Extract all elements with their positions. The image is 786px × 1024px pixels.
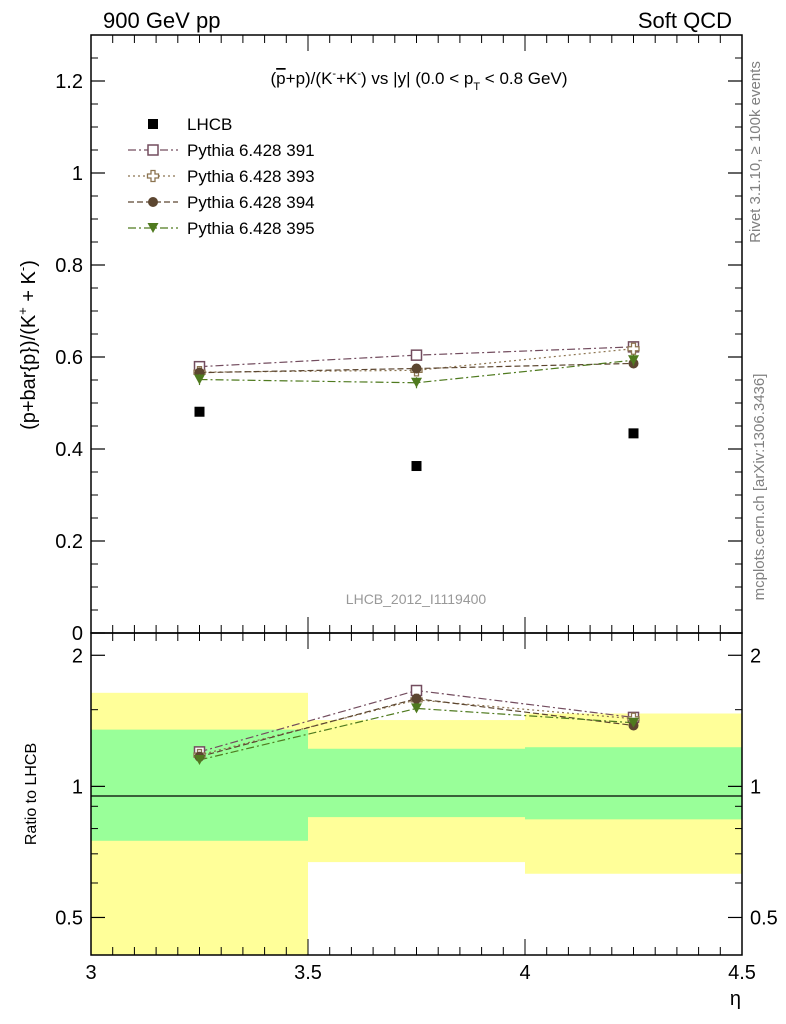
title-sup2: - <box>357 68 361 80</box>
ylabel-s2: - <box>15 267 30 271</box>
main-point-4 <box>628 355 639 366</box>
legend-label: Pythia 6.428 395 <box>187 219 315 238</box>
ratio-bands <box>91 692 742 955</box>
ratio-ytick-label-right: 0.5 <box>750 907 778 929</box>
ratio-frame <box>90 632 743 956</box>
legend: LHCB Pythia 6.428 391 Pythia 6.428 393 Pyth… <box>128 115 315 238</box>
ylabel-b: + K <box>18 270 40 307</box>
main-point-2 <box>627 342 640 355</box>
main-point-1 <box>410 349 423 361</box>
ratio-series-line-2 <box>199 698 634 758</box>
legend-item: LHCB <box>148 115 232 134</box>
legend-item: Pythia 6.428 393 <box>128 167 315 186</box>
legend-label: Pythia 6.428 393 <box>187 167 315 186</box>
ratio-ylabel: Ratio to LHCB <box>23 743 40 845</box>
ratio-point-3 <box>194 754 205 765</box>
legend-marker <box>147 144 159 156</box>
legend-marker <box>147 223 159 233</box>
ratio-ytick-label-right: 2 <box>750 645 761 667</box>
legend-item: Pythia 6.428 394 <box>128 193 315 212</box>
ratio-ytick-label-right: 1 <box>750 776 761 798</box>
main-ytick-label: 0.8 <box>55 255 83 277</box>
rivet-label: Rivet 3.1.10, ≥ 100k events <box>747 61 764 243</box>
title-end: < 0.8 GeV) <box>480 69 567 88</box>
legend-marker <box>148 197 158 207</box>
header-left: 900 GeV pp <box>103 8 220 33</box>
main-point-0 <box>411 461 422 472</box>
main-ytick-label: 0.4 <box>55 439 83 461</box>
ratio-ytick-label: 1 <box>72 776 83 798</box>
main-ylabel: (p+bar{p})/(K+ + K-) <box>15 260 40 430</box>
main-title: (p+p)/(K-+K-) vs |y| (0.0 < pT < 0.8 GeV… <box>271 68 568 93</box>
ratio-ytick-label: 2 <box>72 645 83 667</box>
ylabel-c: ) <box>18 260 40 267</box>
ylabel-a: (p+bar{p})/(K <box>18 314 40 430</box>
band-inner-1 <box>308 748 525 818</box>
band-inner-2 <box>525 747 742 820</box>
ratio-point-3 <box>411 703 422 714</box>
analysis-watermark: LHCB_2012_I1119400 <box>346 591 487 607</box>
main-point-0 <box>628 428 639 439</box>
ratio-xtick-label: 4.5 <box>728 962 756 984</box>
header-right: Soft QCD <box>638 8 732 33</box>
legend-label: Pythia 6.428 391 <box>187 141 315 160</box>
title-post: ) vs |y| (0.0 < p <box>361 69 473 88</box>
main-ytick-label: 1 <box>72 163 83 185</box>
ratio-xtick-label: 3.5 <box>294 962 322 984</box>
ratio-series-line-3 <box>199 707 634 761</box>
ratio-point-3 <box>628 717 639 728</box>
title-sup1: - <box>332 68 336 80</box>
main-ytick-label: 0 <box>72 623 83 645</box>
main-series <box>193 341 640 472</box>
main-ytick-label: 1.2 <box>55 71 83 93</box>
legend-marker <box>148 119 158 129</box>
legend-item: Pythia 6.428 395 <box>128 219 315 238</box>
legend-label: LHCB <box>187 115 232 134</box>
ratio-series <box>193 684 640 765</box>
legend-item: Pythia 6.428 391 <box>128 141 315 160</box>
ratio-point-2 <box>411 693 422 704</box>
x-axis-label: η <box>730 988 741 1010</box>
main-axes: 0 0.2 0.4 0.6 0.8 1 1.2 <box>55 34 743 645</box>
legend-marker <box>146 169 160 183</box>
mcplots-label: mcplots.cern.ch [arXiv:1306.3436] <box>751 374 768 601</box>
title-mid: +p)/(K <box>286 69 333 88</box>
title-pre: ( <box>271 69 277 88</box>
ratio-xtick-label: 4 <box>519 962 530 984</box>
main-ytick-label: 0.6 <box>55 347 83 369</box>
title-sub: T <box>473 81 480 93</box>
main-point-3 <box>411 363 422 374</box>
main-ytick-label: 0.2 <box>55 531 83 553</box>
title-pbar: p <box>276 69 285 88</box>
title-mid2: +K <box>336 69 358 88</box>
main-point-4 <box>411 377 422 388</box>
main-point-0 <box>194 406 205 417</box>
main-point-4 <box>194 374 205 385</box>
legend-label: Pythia 6.428 394 <box>187 193 315 212</box>
ylabel-s1: + <box>15 307 30 315</box>
ratio-xtick-label: 3 <box>85 962 96 984</box>
ratio-ytick-label: 0.5 <box>55 907 83 929</box>
